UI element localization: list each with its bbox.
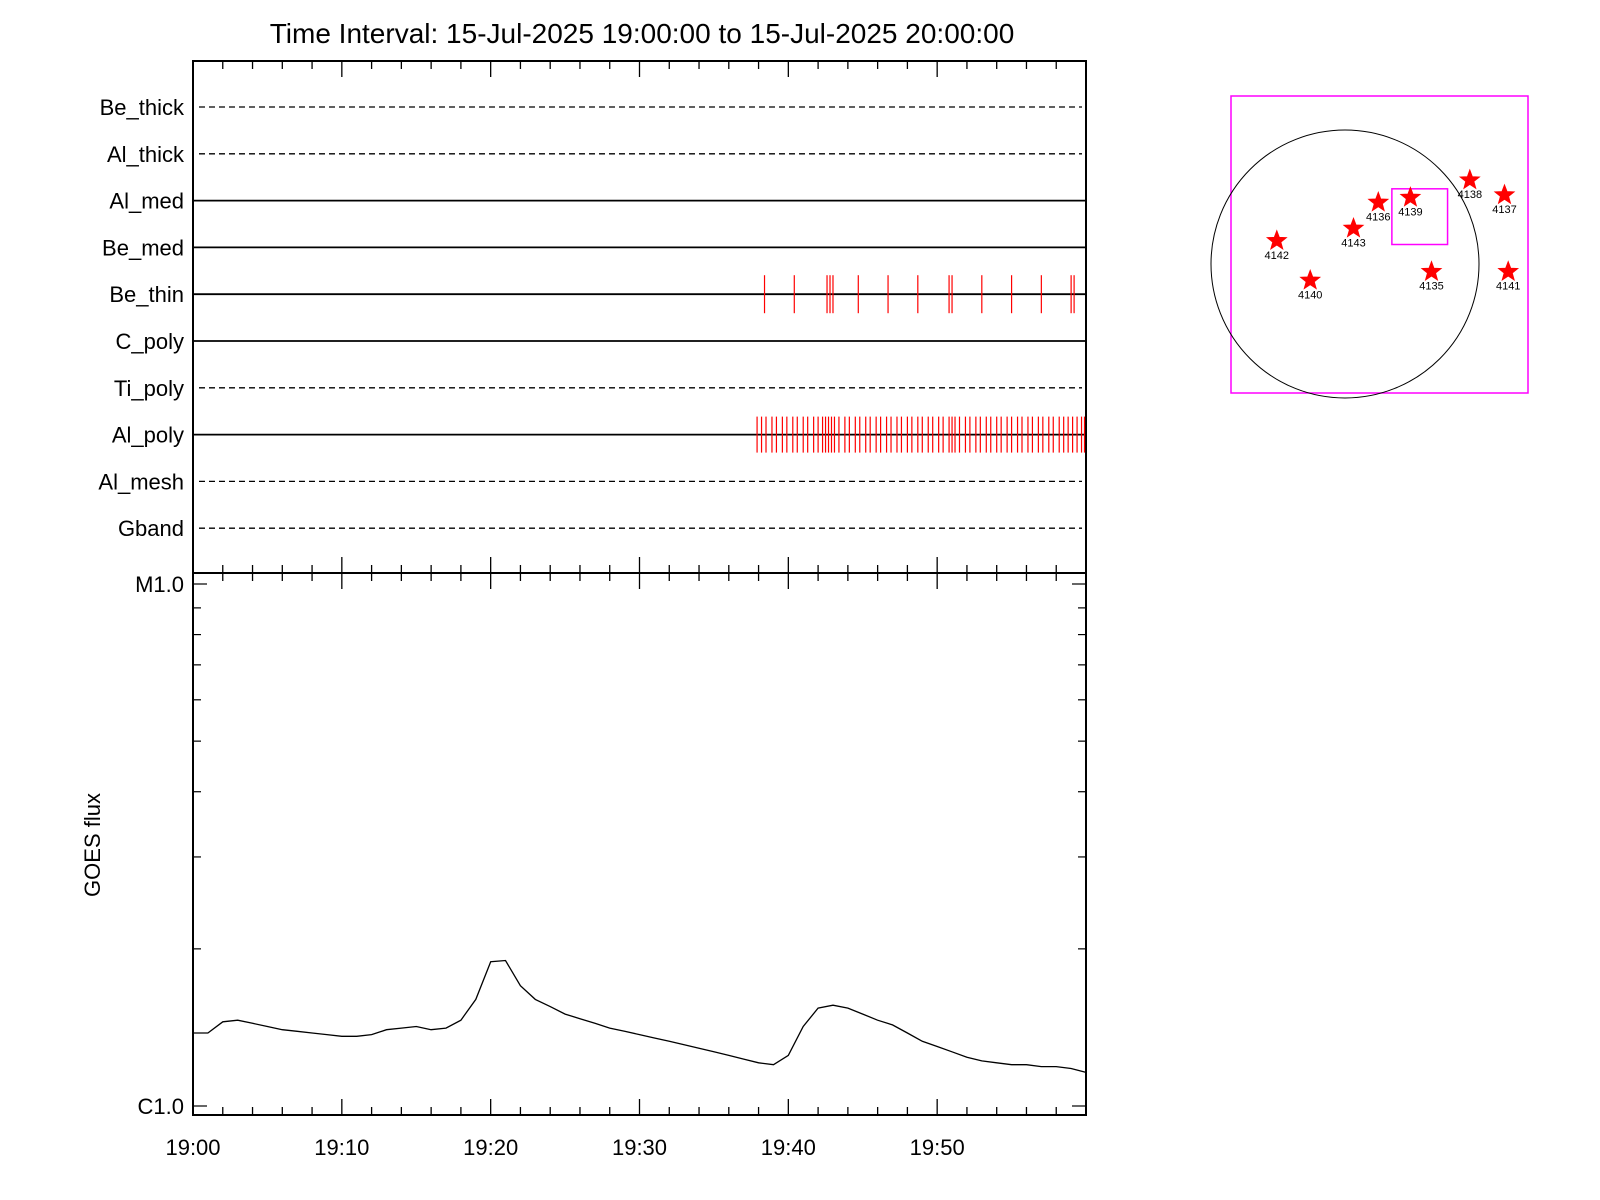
row-label-be_thin: Be_thin (109, 282, 184, 307)
region-label-4140: 4140 (1298, 289, 1322, 301)
flux-frame (192, 572, 1087, 1116)
x-tick-label-1940: 19:40 (761, 1135, 816, 1160)
region-star-4140 (1299, 268, 1322, 290)
x-tick-label-1930: 19:30 (612, 1135, 667, 1160)
row-label-al_thick: Al_thick (107, 142, 185, 167)
solar-disk (1210, 129, 1480, 399)
x-tick-label-1950: 19:50 (910, 1135, 965, 1160)
instrument-fov-box (1391, 188, 1449, 246)
row-label-al_med: Al_med (109, 189, 184, 214)
region-star-4142 (1265, 229, 1288, 251)
region-label-4141: 4141 (1496, 281, 1520, 293)
region-label-4136: 4136 (1366, 211, 1390, 223)
row-label-ti_poly: Ti_poly (114, 376, 184, 401)
region-label-4137: 4137 (1492, 204, 1516, 216)
region-label-4138: 4138 (1458, 189, 1482, 201)
row-label-c_poly: C_poly (116, 329, 184, 354)
row-label-al_mesh: Al_mesh (98, 469, 184, 494)
y-tick-label-C10: C1.0 (138, 1094, 184, 1119)
region-label-4139: 4139 (1398, 206, 1422, 218)
timeline-frame (192, 60, 1087, 574)
region-star-4135 (1420, 260, 1443, 281)
region-star-4139 (1399, 186, 1422, 207)
y-axis-label: GOES flux (80, 793, 105, 897)
row-label-gband: Gband (118, 516, 184, 541)
sun-map: 4142 4140 4143 4136 4139 4138 4137 4135 4141 (1210, 95, 1529, 399)
x-tick-label-1910: 19:10 (314, 1135, 369, 1160)
x-tick-label-1900: 19:00 (165, 1135, 220, 1160)
x-tick-label-1920: 19:20 (463, 1135, 518, 1160)
chart-title: Time Interval: 15-Jul-2025 19:00:00 to 1… (270, 18, 1015, 49)
region-star-4137 (1493, 183, 1516, 205)
region-label-4135: 4135 (1419, 281, 1443, 293)
row-label-be_thick: Be_thick (100, 95, 185, 120)
region-star-4143 (1342, 216, 1365, 238)
region-label-4143: 4143 (1341, 237, 1365, 249)
region-star-4136 (1367, 190, 1390, 212)
row-label-al_poly: Al_poly (112, 423, 184, 448)
region-label-4142: 4142 (1265, 250, 1289, 262)
instrument-timeline-panel: Be_thick Al_thick Al_med Be_med Be_thin C_pol… (98, 60, 1087, 574)
region-star-4141 (1497, 260, 1520, 281)
y-tick-label-M10: M1.0 (135, 572, 184, 597)
region-star-4138 (1458, 168, 1481, 190)
goes-flux-line (193, 959, 1087, 1074)
row-label-be_med: Be_med (102, 235, 184, 260)
goes-flux-panel: 19:00 19:10 19:20 19:30 19:40 19:50 C1.0 M1.0 G… (80, 572, 1087, 1160)
